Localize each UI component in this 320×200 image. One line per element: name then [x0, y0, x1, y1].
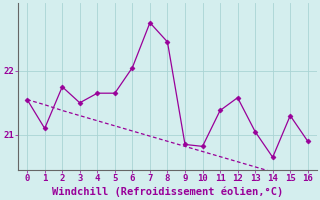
X-axis label: Windchill (Refroidissement éolien,°C): Windchill (Refroidissement éolien,°C)	[52, 186, 283, 197]
